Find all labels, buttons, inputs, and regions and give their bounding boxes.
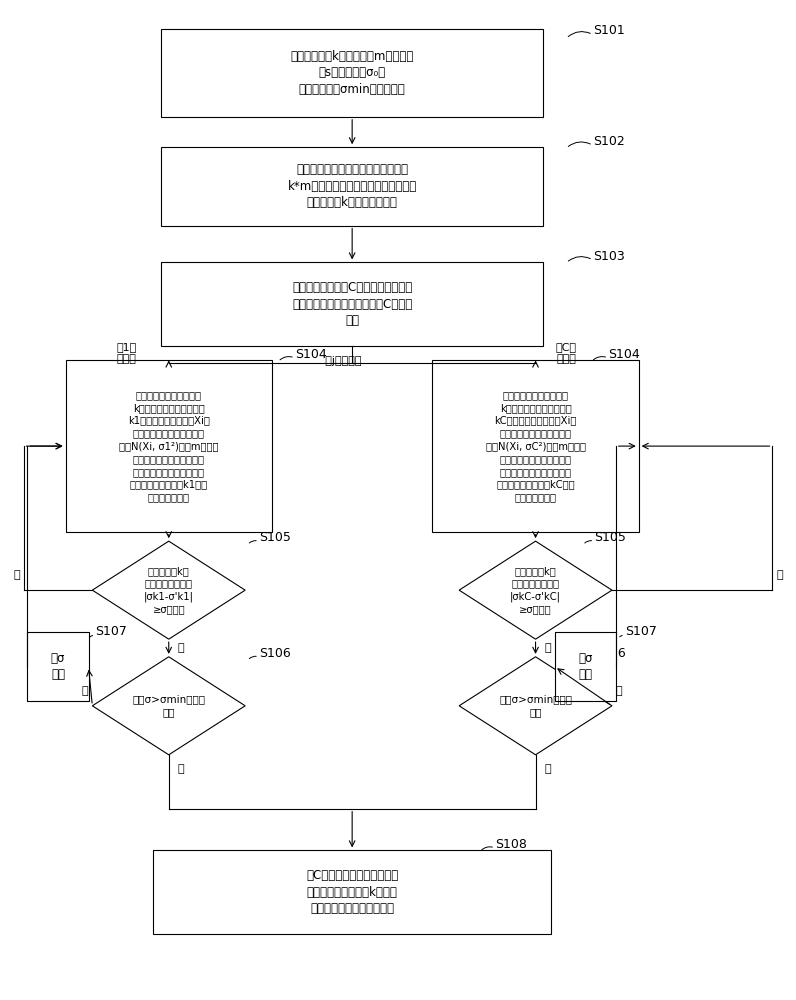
Text: 是: 是: [13, 570, 20, 580]
Polygon shape: [459, 657, 612, 755]
FancyBboxPatch shape: [161, 29, 543, 117]
Text: 判断σ>σmin是否成
立？: 判断σ>σmin是否成 立？: [499, 694, 572, 717]
Text: 第C计
算节点: 第C计 算节点: [556, 342, 576, 364]
Polygon shape: [92, 657, 245, 755]
Text: 判断σ>σmin是否成
立？: 判断σ>σmin是否成 立？: [132, 694, 205, 717]
Text: S104: S104: [295, 348, 326, 361]
FancyBboxPatch shape: [555, 632, 616, 701]
Text: S107: S107: [625, 625, 657, 638]
Text: 在该计算节点，计算当前
k个采样位置的标准差，将
k1个采样位置中的每个Xi作
为采样中心，分别按照高斯
分布N(Xi, σ1²)生成m个采样
位置，如果产生了: 在该计算节点，计算当前 k个采样位置的标准差，将 k1个采样位置中的每个Xi作 …: [119, 390, 218, 502]
Text: 当前尺度的k个
采样位置的标准差
|σkC-σ'kC|
≥σ成立？: 当前尺度的k个 采样位置的标准差 |σkC-σ'kC| ≥σ成立？: [510, 566, 561, 615]
Text: 否: 否: [544, 764, 552, 774]
Text: 使σ
缩小: 使σ 缩小: [578, 652, 592, 681]
FancyBboxPatch shape: [154, 850, 551, 934]
FancyBboxPatch shape: [161, 262, 543, 346]
Text: 在该计算节点，计算当前
k个采样位置的标准差，将
kC个采样位置中的每个Xi作
为采样中心，分别按照高斯
分布N(Xi, σC²)生成m个采样
位置，如果产生了: 在该计算节点，计算当前 k个采样位置的标准差，将 kC个采样位置中的每个Xi作 …: [486, 390, 586, 502]
Text: 第1计
算节点: 第1计 算节点: [116, 342, 137, 364]
Text: 是: 是: [82, 686, 88, 696]
Text: 当前尺度的k个
采样位置的标准差
|σk1-σ'k1|
≥σ成立？: 当前尺度的k个 采样位置的标准差 |σk1-σ'k1| ≥σ成立？: [144, 566, 193, 615]
Text: 在设定的采样范围内，控制随机生成
k*m个采样位置，根据目标函数值从中
选取最优的k个初始采样位置: 在设定的采样范围内，控制随机生成 k*m个采样位置，根据目标函数值从中 选取最优…: [287, 163, 417, 209]
Text: S101: S101: [593, 24, 625, 37]
FancyBboxPatch shape: [65, 360, 272, 532]
Text: ……第j计算节点……: ……第j计算节点……: [304, 356, 385, 366]
FancyBboxPatch shape: [27, 632, 88, 701]
Text: S108: S108: [495, 838, 527, 851]
Text: 将C个计算节点的采样位置发
回主节点，统计比对k个采样
位置，输出所有全局最优解: 将C个计算节点的采样位置发 回主节点，统计比对k个采样 位置，输出所有全局最优解: [306, 869, 398, 915]
Text: 否: 否: [178, 643, 185, 653]
Text: 使σ
缩小: 使σ 缩小: [51, 652, 65, 681]
Text: 接收群体参数k、采样参数m、采样范
围s、初始尺度σ₀、
以及最小尺度σmin的输入设置: 接收群体参数k、采样参数m、采样范 围s、初始尺度σ₀、 以及最小尺度σmin的…: [291, 50, 414, 96]
Text: 是: 是: [776, 570, 783, 580]
Text: 是: 是: [616, 686, 622, 696]
Text: 否: 否: [544, 643, 552, 653]
Text: S102: S102: [593, 135, 625, 148]
FancyBboxPatch shape: [161, 147, 543, 226]
Polygon shape: [459, 541, 612, 639]
Text: S106: S106: [259, 647, 291, 660]
Text: S107: S107: [96, 625, 127, 638]
Text: S103: S103: [593, 250, 625, 263]
Text: S106: S106: [595, 647, 626, 660]
Text: S104: S104: [608, 348, 640, 361]
Text: 将个采样位置分为C组，每组采样位置
数为，将采样位置分别发送到C个计算
节点: 将个采样位置分为C组，每组采样位置 数为，将采样位置分别发送到C个计算 节点: [292, 281, 412, 327]
FancyBboxPatch shape: [432, 360, 638, 532]
Polygon shape: [92, 541, 245, 639]
Text: S105: S105: [595, 531, 626, 544]
Text: S105: S105: [259, 531, 291, 544]
Text: 否: 否: [178, 764, 185, 774]
